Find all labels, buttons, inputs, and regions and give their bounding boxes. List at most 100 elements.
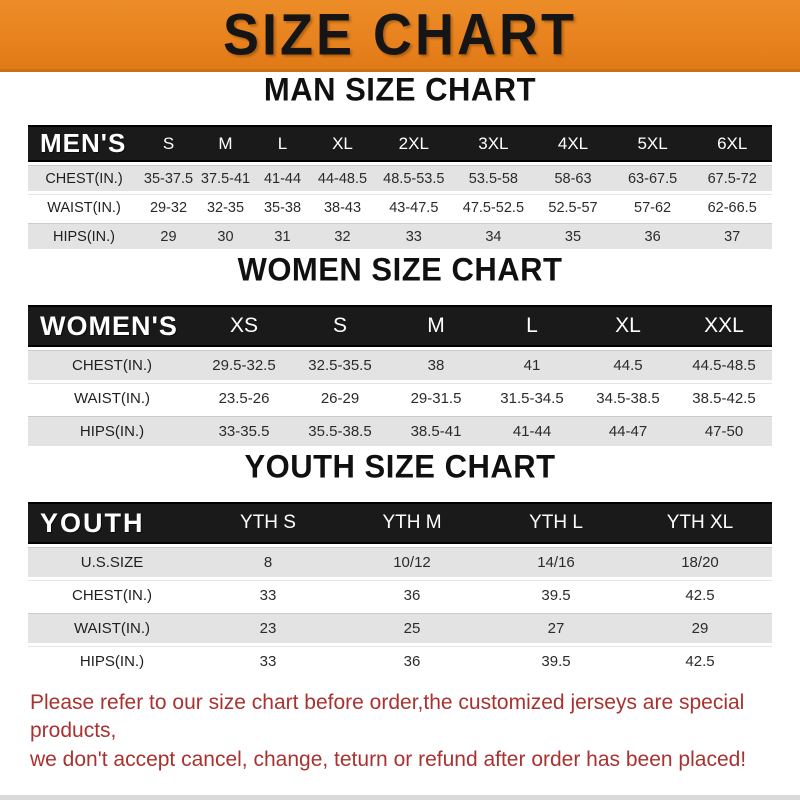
men-size-table: MEN'S S M L XL 2XL 3XL 4XL 5XL 6XL CHEST(IN.) 35-37… [28, 122, 772, 252]
size-column-header: XS [196, 305, 292, 347]
size-value-cell: 31 [254, 223, 311, 249]
size-value-cell: 38.5-41 [388, 416, 484, 446]
size-value-cell: 52.5-57 [533, 194, 613, 220]
size-value-cell: 36 [340, 580, 484, 610]
size-value-cell: 44.5-48.5 [676, 350, 772, 380]
measurement-row: WAIST(IN.) 23 25 27 29 [28, 613, 772, 643]
size-value-cell: 29 [140, 223, 197, 249]
size-value-cell: 38-43 [311, 194, 374, 220]
size-value-cell: 35.5-38.5 [292, 416, 388, 446]
size-value-cell: 44-47 [580, 416, 676, 446]
size-value-cell: 62-66.5 [692, 194, 772, 220]
man-section-heading: MAN SIZE CHART [263, 71, 537, 108]
row-label: HIPS(IN.) [28, 416, 196, 446]
youth-size-table: YOUTH YTH S YTH M YTH L YTH XL U.S.SIZE 8 10/12… [28, 499, 772, 679]
size-value-cell: 29 [628, 613, 772, 643]
size-value-cell: 44.5 [580, 350, 676, 380]
size-value-cell: 26-29 [292, 383, 388, 413]
table-title-cell: YOUTH [28, 502, 196, 544]
size-value-cell: 41-44 [484, 416, 580, 446]
measurement-row: WAIST(IN.) 29-32 32-35 35-38 38-43 43-47.5 47.… [28, 194, 772, 220]
size-column-header: S [140, 125, 197, 162]
table-header-row: MEN'S S M L XL 2XL 3XL 4XL 5XL 6XL [28, 125, 772, 162]
size-value-cell: 37.5-41 [197, 165, 254, 191]
size-value-cell: 67.5-72 [692, 165, 772, 191]
women-section-heading: WOMEN SIZE CHART [237, 251, 563, 288]
size-value-cell: 48.5-53.5 [374, 165, 454, 191]
size-column-header: 6XL [692, 125, 772, 162]
size-value-cell: 33 [374, 223, 454, 249]
size-column-header: S [292, 305, 388, 347]
size-value-cell: 29-32 [140, 194, 197, 220]
size-value-cell: 29.5-32.5 [196, 350, 292, 380]
warning-line-2: we don't accept cancel, change, teturn o… [30, 747, 747, 771]
row-label: WAIST(IN.) [28, 613, 196, 643]
youth-size-section: YOUTH SIZE CHART YOUTH YTH S YTH M YTH L YTH… [0, 448, 800, 679]
size-value-cell: 36 [340, 646, 484, 676]
table-header-row: WOMEN'S XS S M L XL XXL [28, 305, 772, 347]
size-column-header: YTH S [196, 502, 340, 544]
size-value-cell: 14/16 [484, 547, 628, 577]
size-value-cell: 42.5 [628, 580, 772, 610]
row-label: CHEST(IN.) [28, 165, 140, 191]
table-title-cell: WOMEN'S [28, 305, 196, 347]
women-size-section: WOMEN SIZE CHART WOMEN'S XS S M L XL XXL CHEST(… [0, 251, 800, 449]
size-value-cell: 44-48.5 [311, 165, 374, 191]
size-value-cell: 33 [196, 646, 340, 676]
measurement-row: WAIST(IN.) 23.5-26 26-29 29-31.5 31.5-34.5 34… [28, 383, 772, 413]
size-value-cell: 25 [340, 613, 484, 643]
size-value-cell: 53.5-58 [453, 165, 534, 191]
table-title-cell: MEN'S [28, 125, 140, 162]
size-column-header: YTH XL [628, 502, 772, 544]
youth-section-heading: YOUTH SIZE CHART [244, 448, 556, 485]
measurement-row: CHEST(IN.) 33 36 39.5 42.5 [28, 580, 772, 610]
size-column-header: 3XL [453, 125, 534, 162]
measurement-row: HIPS(IN.) 33 36 39.5 42.5 [28, 646, 772, 676]
size-value-cell: 23 [196, 613, 340, 643]
women-size-table: WOMEN'S XS S M L XL XXL CHEST(IN.) 29.5-32.5 32.5… [28, 302, 772, 449]
size-value-cell: 41 [484, 350, 580, 380]
measurement-row: CHEST(IN.) 29.5-32.5 32.5-35.5 38 41 44.5 44.5… [28, 350, 772, 380]
man-size-section: MAN SIZE CHART MEN'S S M L XL 2XL 3XL 4XL 5XL 6XL… [0, 71, 800, 252]
size-column-header: M [388, 305, 484, 347]
size-value-cell: 8 [196, 547, 340, 577]
row-label: HIPS(IN.) [28, 223, 140, 249]
size-value-cell: 23.5-26 [196, 383, 292, 413]
row-label: WAIST(IN.) [28, 383, 196, 413]
title-banner: SIZE CHART [0, 0, 800, 72]
size-value-cell: 34.5-38.5 [580, 383, 676, 413]
size-value-cell: 32.5-35.5 [292, 350, 388, 380]
size-value-cell: 18/20 [628, 547, 772, 577]
size-value-cell: 57-62 [612, 194, 693, 220]
size-value-cell: 43-47.5 [374, 194, 454, 220]
size-value-cell: 47-50 [676, 416, 772, 446]
warning-line-1: Please refer to our size chart before or… [30, 691, 745, 743]
size-value-cell: 33-35.5 [196, 416, 292, 446]
size-value-cell: 47.5-52.5 [453, 194, 534, 220]
size-value-cell: 33 [196, 580, 340, 610]
size-value-cell: 38 [388, 350, 484, 380]
size-column-header: L [484, 305, 580, 347]
measurement-row: CHEST(IN.) 35-37.5 37.5-41 41-44 44-48.5 48.5… [28, 165, 772, 191]
size-value-cell: 29-31.5 [388, 383, 484, 413]
size-column-header: L [254, 125, 311, 162]
row-label: CHEST(IN.) [28, 350, 196, 380]
size-column-header: YTH M [340, 502, 484, 544]
size-value-cell: 30 [197, 223, 254, 249]
bottom-edge-strip [0, 795, 800, 800]
size-column-header: M [197, 125, 254, 162]
row-label: HIPS(IN.) [28, 646, 196, 676]
size-value-cell: 58-63 [533, 165, 613, 191]
size-value-cell: 37 [692, 223, 772, 249]
size-value-cell: 35-38 [254, 194, 311, 220]
size-column-header: 5XL [612, 125, 693, 162]
size-value-cell: 35-37.5 [140, 165, 197, 191]
size-value-cell: 10/12 [340, 547, 484, 577]
size-value-cell: 38.5-42.5 [676, 383, 772, 413]
size-column-header: 4XL [533, 125, 613, 162]
row-label: CHEST(IN.) [28, 580, 196, 610]
measurement-row: HIPS(IN.) 33-35.5 35.5-38.5 38.5-41 41-44 44-… [28, 416, 772, 446]
size-column-header: 2XL [374, 125, 454, 162]
size-column-header: XL [580, 305, 676, 347]
size-column-header: XXL [676, 305, 772, 347]
